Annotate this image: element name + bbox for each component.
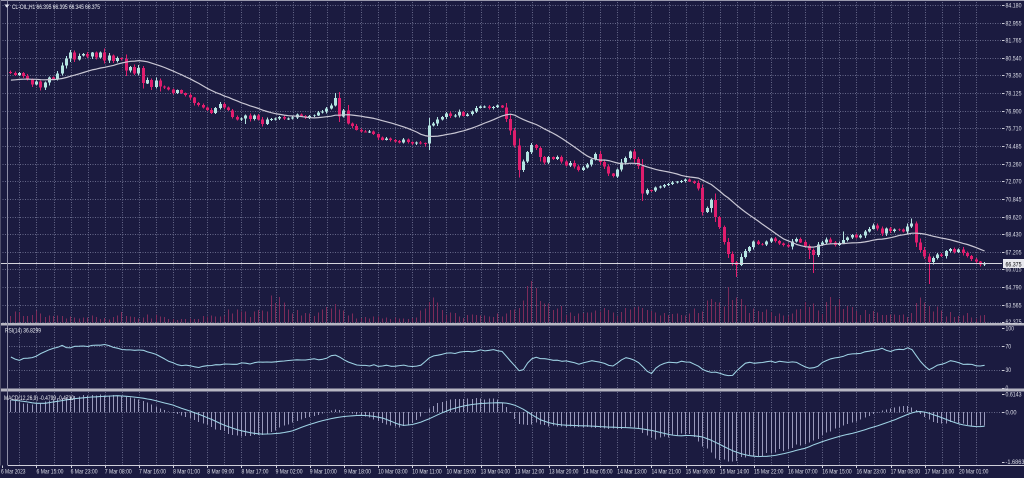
- svg-text:79.350: 79.350: [1006, 73, 1022, 80]
- svg-text:20 Mar 01:00: 20 Mar 01:00: [959, 468, 989, 475]
- svg-text:17 Mar 16:00: 17 Mar 16:00: [925, 468, 955, 475]
- svg-text:73.260: 73.260: [1006, 161, 1022, 168]
- svg-text:RSI(14) 36.8299: RSI(14) 36.8299: [5, 328, 41, 335]
- svg-text:-1.6863: -1.6863: [1006, 459, 1024, 466]
- svg-text:CL-OIL,H1 66.395 66.395 66.345: CL-OIL,H1 66.395 66.395 66.345 66.375: [12, 4, 100, 11]
- svg-text:66.015: 66.015: [1006, 267, 1022, 274]
- svg-text:70.845: 70.845: [1006, 196, 1022, 203]
- svg-text:69.620: 69.620: [1006, 214, 1022, 221]
- svg-text:72.070: 72.070: [1006, 179, 1022, 186]
- svg-text:14 Mar 21:00: 14 Mar 21:00: [652, 468, 682, 475]
- svg-text:14 Mar 05:00: 14 Mar 05:00: [583, 468, 613, 475]
- svg-text:16 Mar 15:00: 16 Mar 15:00: [822, 468, 852, 475]
- svg-text:7 Mar 16:00: 7 Mar 16:00: [139, 468, 166, 475]
- svg-text:6 Mar 23:00: 6 Mar 23:00: [71, 468, 98, 475]
- svg-text:0.6143: 0.6143: [1006, 391, 1022, 398]
- svg-text:82.955: 82.955: [1006, 20, 1022, 27]
- svg-text:15 Mar 06:00: 15 Mar 06:00: [686, 468, 716, 475]
- svg-text:16 Mar 07:00: 16 Mar 07:00: [788, 468, 818, 475]
- svg-text:80.540: 80.540: [1006, 55, 1022, 62]
- svg-text:10 Mar 11:00: 10 Mar 11:00: [412, 468, 442, 475]
- svg-text:30: 30: [1006, 367, 1012, 374]
- svg-text:17 Mar 08:00: 17 Mar 08:00: [891, 468, 921, 475]
- svg-text:15 Mar 14:00: 15 Mar 14:00: [720, 468, 750, 475]
- svg-text:8 Mar 17:00: 8 Mar 17:00: [242, 468, 269, 475]
- svg-text:7 Mar 08:00: 7 Mar 08:00: [105, 468, 132, 475]
- svg-text:68.430: 68.430: [1006, 232, 1022, 239]
- svg-text:74.485: 74.485: [1006, 143, 1022, 150]
- svg-text:84.180: 84.180: [1006, 2, 1022, 9]
- svg-text:10 Mar 19:00: 10 Mar 19:00: [447, 468, 477, 475]
- svg-text:63.565: 63.565: [1006, 302, 1022, 309]
- svg-text:8 Mar 09:00: 8 Mar 09:00: [207, 468, 234, 475]
- svg-text:78.125: 78.125: [1006, 91, 1022, 98]
- svg-text:0.00: 0.00: [1006, 409, 1017, 416]
- svg-text:10 Mar 03:00: 10 Mar 03:00: [378, 468, 408, 475]
- svg-text:64.790: 64.790: [1006, 285, 1022, 292]
- svg-text:9 Mar 10:00: 9 Mar 10:00: [310, 468, 337, 475]
- svg-text:70: 70: [1006, 343, 1012, 350]
- svg-text:67.205: 67.205: [1006, 249, 1022, 256]
- svg-text:14 Mar 13:00: 14 Mar 13:00: [617, 468, 647, 475]
- svg-text:13 Mar 04:00: 13 Mar 04:00: [481, 468, 511, 475]
- svg-text:76.900: 76.900: [1006, 108, 1022, 115]
- svg-text:6 Mar 2023: 6 Mar 2023: [1, 468, 26, 475]
- svg-text:62.375: 62.375: [1006, 319, 1022, 326]
- svg-text:100: 100: [1006, 325, 1015, 332]
- svg-text:13 Mar 20:00: 13 Mar 20:00: [549, 468, 579, 475]
- svg-text:75.710: 75.710: [1006, 126, 1022, 133]
- svg-text:0: 0: [1006, 385, 1009, 392]
- svg-text:16 Mar 23:00: 16 Mar 23:00: [857, 468, 887, 475]
- svg-text:8 Mar 01:00: 8 Mar 01:00: [173, 468, 200, 475]
- svg-text:9 Mar 02:00: 9 Mar 02:00: [276, 468, 303, 475]
- svg-text:13 Mar 12:00: 13 Mar 12:00: [515, 468, 545, 475]
- svg-text:15 Mar 22:00: 15 Mar 22:00: [754, 468, 784, 475]
- svg-text:MACD(12,26,9) -0.4799 -0.4730: MACD(12,26,9) -0.4799 -0.4730: [4, 395, 74, 402]
- svg-text:81.765: 81.765: [1006, 38, 1022, 45]
- svg-text:6 Mar 15:00: 6 Mar 15:00: [37, 468, 64, 475]
- svg-text:66.375: 66.375: [1006, 261, 1022, 268]
- svg-text:9 Mar 18:00: 9 Mar 18:00: [344, 468, 371, 475]
